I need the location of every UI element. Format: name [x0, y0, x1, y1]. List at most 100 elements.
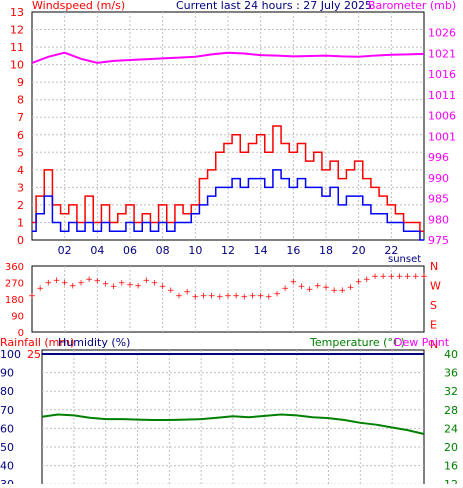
direction-tick-label: 270 [5, 279, 24, 290]
time-tick-label: 18 [319, 244, 333, 257]
wind-tick-label: 4 [17, 164, 24, 177]
direction-point: + [216, 292, 224, 302]
temperature-tick-label: 12 [444, 478, 458, 484]
humidity-tick-label: 40 [0, 460, 14, 473]
barometer-tick-label: 996 [428, 151, 449, 164]
direction-point: + [28, 291, 36, 301]
direction-point: + [339, 286, 347, 296]
direction-point: + [77, 279, 85, 289]
time-x-axis: 02 04 06 08 10 12 14 16 18 20 22 [58, 244, 399, 257]
direction-point: + [224, 291, 232, 301]
temperature-tick-label: 32 [444, 385, 458, 398]
temperature-y-axis: 40 36 32 28 24 20 16 12 [444, 348, 458, 488]
direction-point: + [355, 278, 363, 288]
direction-tick-label: 180 [5, 295, 24, 306]
barometer-y-axis-right: 975 980 985 990 996 1001 1006 1011 1016 1021 1026 [428, 27, 456, 247]
time-tick-label: 10 [188, 244, 202, 257]
barometer-tick-label: 975 [428, 234, 449, 247]
direction-point: + [314, 281, 322, 291]
direction-point: + [85, 275, 93, 285]
direction-point: + [363, 275, 371, 285]
direction-point: + [36, 284, 44, 294]
time-tick-label: 08 [156, 244, 170, 257]
barometer-series [31, 51, 425, 64]
direction-point: + [371, 272, 379, 282]
direction-point: + [412, 272, 420, 282]
direction-point: + [322, 283, 330, 293]
temperature-tick-label: 16 [444, 460, 458, 473]
wind-gust-series [32, 125, 424, 232]
rainfall-axis-title: Rainfall (mm) [0, 336, 74, 349]
direction-point: + [53, 276, 61, 286]
direction-point: + [151, 279, 159, 289]
wind-tick-label: 0 [17, 234, 24, 247]
time-tick-label: 22 [384, 244, 398, 257]
direction-point: + [94, 277, 102, 287]
direction-point: + [330, 286, 338, 296]
windspeed-axis-title: Windspeed (m/s) [32, 0, 125, 12]
direction-point: + [167, 286, 175, 296]
wind-tick-label: 8 [17, 94, 24, 107]
humidity-rain-y-axis: 100 25 90 80 70 60 50 40 30 [0, 348, 41, 488]
wind-panel-grid [32, 12, 424, 240]
time-tick-label: 12 [221, 244, 235, 257]
direction-point: + [45, 279, 53, 289]
direction-point: + [232, 291, 240, 301]
dew-point-axis-title: Dew Point [394, 336, 450, 349]
temp-panel-grid [42, 350, 424, 488]
direction-point: + [306, 285, 314, 295]
time-tick-label: 14 [254, 244, 268, 257]
wind-tick-label: 6 [17, 129, 24, 142]
direction-point: + [420, 272, 428, 282]
chart-title: Current last 24 hours : 27 July 2025 [176, 0, 372, 12]
barometer-tick-label: 1011 [428, 89, 456, 102]
humidity-tick-label: 60 [0, 422, 14, 435]
temperature-axis-title: Temperature (°C) [309, 336, 405, 349]
direction-point: + [281, 284, 289, 294]
wind-tick-label: 7 [17, 111, 24, 124]
direction-point: + [183, 288, 191, 298]
wind-tick-label: 10 [10, 59, 24, 72]
direction-tick-label: 0 [18, 328, 24, 339]
wind-tick-label: 9 [17, 76, 24, 89]
direction-point: + [175, 291, 183, 301]
direction-point: + [143, 276, 151, 286]
temperature-tick-label: 28 [444, 404, 458, 417]
barometer-tick-label: 990 [428, 172, 449, 185]
wind-panel-series [31, 51, 425, 241]
direction-point: + [134, 281, 142, 291]
humidity-axis-title: Humidity (%) [58, 336, 130, 349]
direction-point: + [298, 282, 306, 292]
humidity-tick-label: 50 [0, 441, 14, 454]
direction-point: + [126, 280, 134, 290]
wind-average-series [32, 169, 424, 241]
direction-point: + [404, 272, 412, 282]
compass-label: E [430, 319, 437, 332]
humidity-tick-label: 30 [0, 478, 14, 484]
direction-panel-series: +++ + + + + + + + + + + ++ + + ++ + + + + + + + + + + + +++ + + + + + + +… [28, 272, 428, 302]
time-tick-label: 02 [58, 244, 72, 257]
direction-point: + [290, 278, 298, 288]
direction-tick-label: 90 [11, 312, 24, 323]
rain-tick-label: 25 [27, 348, 41, 361]
direction-point: + [396, 272, 404, 282]
direction-point: + [249, 291, 257, 301]
humidity-tick-label: 80 [0, 385, 14, 398]
barometer-tick-label: 1021 [428, 47, 456, 60]
compass-label: S [430, 299, 437, 312]
direction-tick-label: 360 [5, 262, 24, 273]
barometer-tick-label: 985 [428, 193, 449, 206]
sunset-label: sunset [388, 254, 421, 265]
barometer-tick-label: 1026 [428, 27, 456, 40]
direction-point: + [61, 279, 69, 289]
direction-point: + [208, 291, 216, 301]
barometer-axis-title: Barometer (mb) [368, 0, 456, 12]
wind-tick-label: 11 [10, 41, 24, 54]
temperature-tick-label: 20 [444, 441, 458, 454]
compass-label: N [430, 338, 438, 351]
barometer-tick-label: 1016 [428, 68, 456, 81]
direction-point: + [257, 291, 265, 301]
